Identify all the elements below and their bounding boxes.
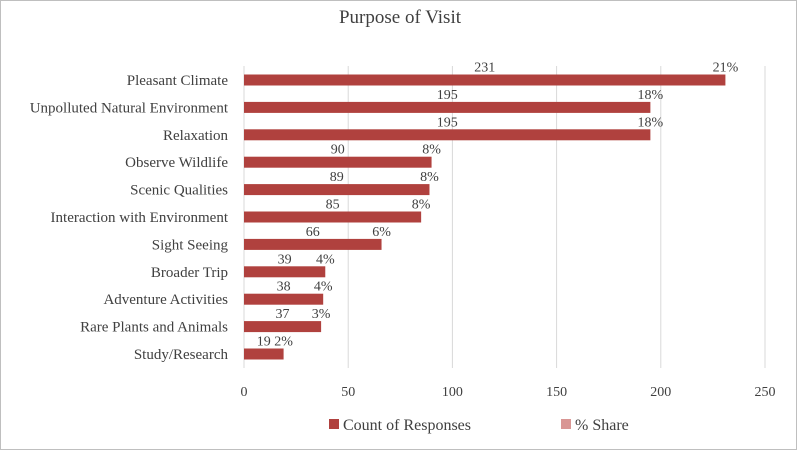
count-label: 90 xyxy=(331,143,345,158)
gridlines xyxy=(243,66,766,368)
count-label: 195 xyxy=(437,115,458,130)
share-label: 18% xyxy=(638,88,664,103)
share-data-labels: 21% 18% 18% 8% 8% 8% 6% 4% 4% 3% 2% xyxy=(274,61,738,350)
bar xyxy=(244,129,651,141)
share-label: 3% xyxy=(312,307,331,322)
bar xyxy=(244,101,651,113)
bar xyxy=(244,156,432,168)
count-label: 66 xyxy=(306,225,320,240)
category-label: Sight Seeing xyxy=(152,237,229,253)
category-label: Observe Wildlife xyxy=(125,155,228,171)
count-label: 89 xyxy=(330,170,344,185)
legend-swatch-share xyxy=(561,419,571,429)
category-label: Study/Research xyxy=(134,347,229,363)
count-label: 37 xyxy=(276,307,290,322)
legend-label-count: Count of Responses xyxy=(343,417,471,434)
category-label: Relaxation xyxy=(163,128,228,144)
category-label: Adventure Activities xyxy=(103,292,228,308)
bar xyxy=(244,321,322,333)
x-tick-label: 100 xyxy=(442,385,463,400)
category-label: Scenic Qualities xyxy=(130,183,228,199)
x-tick-label: 200 xyxy=(650,385,671,400)
legend-label-share: % Share xyxy=(575,417,629,434)
count-label: 231 xyxy=(474,61,495,76)
share-label: 21% xyxy=(713,61,739,76)
bar xyxy=(244,238,382,250)
category-labels: Pleasant Climate Unpolluted Natural Envir… xyxy=(30,73,229,363)
count-label: 85 xyxy=(326,198,340,213)
chart-title: Purpose of Visit xyxy=(339,7,462,28)
count-label: 19 xyxy=(257,335,271,350)
bar xyxy=(244,293,324,305)
category-label: Interaction with Environment xyxy=(51,210,229,226)
share-label: 4% xyxy=(316,252,335,267)
share-label: 8% xyxy=(412,198,431,213)
x-tick-label: 50 xyxy=(341,385,355,400)
x-tick-label: 150 xyxy=(546,385,567,400)
share-label: 2% xyxy=(274,335,293,350)
share-label: 8% xyxy=(420,170,439,185)
bars xyxy=(244,74,726,360)
category-label: Unpolluted Natural Environment xyxy=(30,100,229,116)
x-axis-ticks: 0 50 100 150 200 250 xyxy=(241,385,776,400)
count-label: 38 xyxy=(277,280,291,295)
share-label: 6% xyxy=(372,225,391,240)
legend-swatch-count xyxy=(329,419,339,429)
category-label: Broader Trip xyxy=(151,265,228,281)
category-label: Pleasant Climate xyxy=(127,73,229,89)
category-label: Rare Plants and Animals xyxy=(80,320,228,336)
count-label: 39 xyxy=(278,252,292,267)
legend: Count of Responses % Share xyxy=(329,417,629,434)
bar xyxy=(244,266,326,278)
share-label: 18% xyxy=(638,115,664,130)
bar xyxy=(244,184,430,196)
x-tick-label: 0 xyxy=(241,385,248,400)
bar xyxy=(244,74,726,86)
count-data-labels: 231 195 195 90 89 85 66 39 38 37 19 xyxy=(257,61,495,350)
share-label: 4% xyxy=(314,280,333,295)
share-label: 8% xyxy=(422,143,441,158)
count-label: 195 xyxy=(437,88,458,103)
bar xyxy=(244,348,284,360)
x-tick-label: 250 xyxy=(755,385,776,400)
bar xyxy=(244,211,422,223)
